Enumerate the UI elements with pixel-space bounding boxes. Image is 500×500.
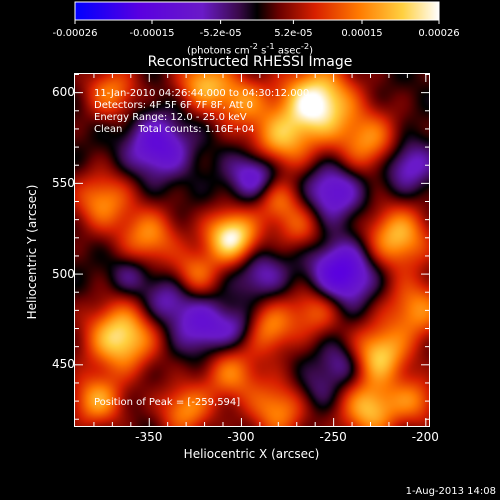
y-tick-label: 500 (52, 266, 75, 281)
colorbar-gradient (74, 1, 440, 21)
colorbar-units: (photons cm-2 s-1 asec-2) (186, 41, 314, 57)
y-tick-label: 450 (52, 357, 75, 372)
x-tick-label: -350 (135, 430, 163, 444)
timestamp: 1-Aug-2013 14:08 (405, 486, 496, 497)
annotation-energy: Energy Range: 12.0 - 25.0 keV (94, 112, 247, 123)
x-tick-label: -250 (319, 430, 347, 444)
x-tick-label: -300 (227, 430, 255, 444)
x-axis-label: Heliocentric X (arcsec) (183, 447, 320, 461)
colorbar-tickmarks (74, 20, 440, 24)
colorbar-tick-label: -5.2e-05 (199, 28, 242, 39)
annotation-detectors: Detectors: 4F 5F 6F 7F 8F, Att 0 (94, 100, 254, 111)
y-tick-label: 550 (52, 175, 75, 190)
annotation-time-range: 11-Jan-2010 04:26:44.000 to 04:30:12.000 (94, 88, 310, 99)
y-axis-label: Heliocentric Y (arcsec) (25, 184, 39, 320)
annotation-clean: Clean Total counts: 1.16E+04 (94, 124, 255, 135)
colorbar-tick-label: 5.2e-05 (274, 28, 313, 39)
colorbar-tick-label: 0.00015 (341, 28, 383, 39)
colorbar-tick-label: -0.00026 (52, 28, 98, 39)
heatmap-image (75, 74, 429, 426)
colorbar (74, 1, 440, 24)
y-tick-label: 600 (52, 85, 75, 100)
colorbar-tick-label: -0.00015 (129, 28, 175, 39)
colorbar-tick-label: 0.00026 (418, 28, 460, 39)
annotation-peak: Position of Peak = [-259,594] (94, 397, 241, 408)
x-tick-label: -200 (411, 430, 439, 444)
chart-title: Reconstructed RHESSI Image (147, 54, 353, 70)
